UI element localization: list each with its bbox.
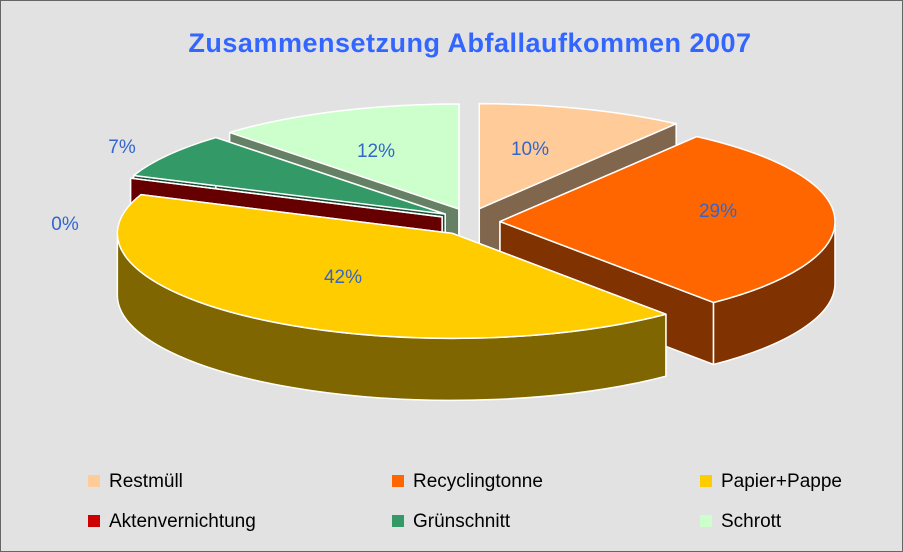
legend-label: Recyclingtonne bbox=[413, 471, 543, 492]
pie bbox=[116, 102, 836, 402]
data-label: 42% bbox=[324, 267, 362, 288]
legend-swatch bbox=[392, 475, 404, 487]
chart-title: Zusammensetzung Abfallaufkommen 2007 bbox=[188, 28, 751, 58]
slice-top bbox=[129, 177, 443, 218]
legend-label: Grünschnitt bbox=[413, 511, 511, 532]
legend-label: Schrott bbox=[721, 511, 782, 532]
data-label: 0% bbox=[51, 214, 79, 235]
slice-top bbox=[228, 103, 460, 210]
legend-swatch bbox=[88, 515, 100, 527]
data-label: 29% bbox=[699, 201, 737, 222]
data-label: 10% bbox=[511, 139, 549, 160]
slice bbox=[116, 193, 667, 402]
data-label: 7% bbox=[108, 137, 136, 158]
legend-label: Aktenvernichtung bbox=[109, 511, 256, 532]
slice-top bbox=[478, 102, 677, 210]
slice-top bbox=[132, 136, 446, 215]
data-label: 12% bbox=[357, 141, 395, 162]
legend-label: Papier+Pappe bbox=[721, 471, 842, 492]
slice-top bbox=[116, 193, 667, 340]
legend-swatch bbox=[700, 515, 712, 527]
legend-swatch bbox=[392, 515, 404, 527]
legend-swatch bbox=[700, 475, 712, 487]
legend-label: Restmüll bbox=[109, 471, 183, 492]
slice-top bbox=[499, 135, 836, 304]
legend-swatch bbox=[88, 475, 100, 487]
